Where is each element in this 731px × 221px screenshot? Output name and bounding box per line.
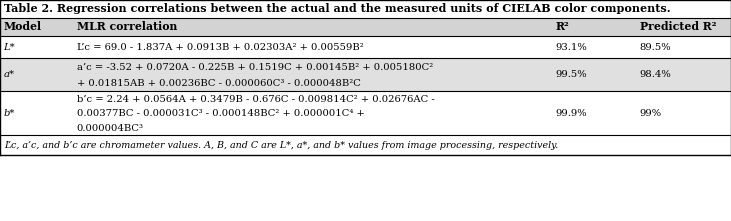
Text: 0.000004BC³: 0.000004BC³ xyxy=(77,124,144,133)
Text: L*: L* xyxy=(4,42,15,51)
Text: R²: R² xyxy=(556,21,569,32)
Text: 89.5%: 89.5% xyxy=(640,42,671,51)
Bar xyxy=(0,58,731,91)
Text: b*: b* xyxy=(4,109,15,118)
Text: 99.9%: 99.9% xyxy=(556,109,587,118)
Text: Predicted R²: Predicted R² xyxy=(640,21,716,32)
Text: 99.5%: 99.5% xyxy=(556,70,587,79)
Text: b’c = 2.24 + 0.0564A + 0.3479B - 0.676C - 0.009814C² + 0.02676AC -: b’c = 2.24 + 0.0564A + 0.3479B - 0.676C … xyxy=(77,95,434,104)
Text: 98.4%: 98.4% xyxy=(640,70,671,79)
Bar xyxy=(0,18,731,36)
Bar xyxy=(0,36,731,58)
Text: L’c, a’c, and b’c are chromameter values. A, B, and C are L*, a*, and b* values : L’c, a’c, and b’c are chromameter values… xyxy=(4,141,558,149)
Text: a*: a* xyxy=(4,70,15,79)
Bar xyxy=(0,135,731,155)
Text: MLR correlation: MLR correlation xyxy=(77,21,177,32)
Text: + 0.01815AB + 0.00236BC - 0.000060C³ - 0.000048B²C: + 0.01815AB + 0.00236BC - 0.000060C³ - 0… xyxy=(77,79,360,88)
Bar xyxy=(0,91,731,135)
Text: L’c = 69.0 - 1.837A + 0.0913B + 0.02303A² + 0.00559B²: L’c = 69.0 - 1.837A + 0.0913B + 0.02303A… xyxy=(77,42,363,51)
Text: 99%: 99% xyxy=(640,109,662,118)
Text: 93.1%: 93.1% xyxy=(556,42,587,51)
Text: Table 2. Regression correlations between the actual and the measured units of CI: Table 2. Regression correlations between… xyxy=(4,4,670,15)
Text: a’c = -3.52 + 0.0720A - 0.225B + 0.1519C + 0.00145B² + 0.005180C²: a’c = -3.52 + 0.0720A - 0.225B + 0.1519C… xyxy=(77,63,433,72)
Text: 0.00377BC - 0.000031C³ - 0.000148BC² + 0.000001C⁴ +: 0.00377BC - 0.000031C³ - 0.000148BC² + 0… xyxy=(77,109,365,118)
Text: Model: Model xyxy=(4,21,42,32)
Bar xyxy=(0,0,731,18)
